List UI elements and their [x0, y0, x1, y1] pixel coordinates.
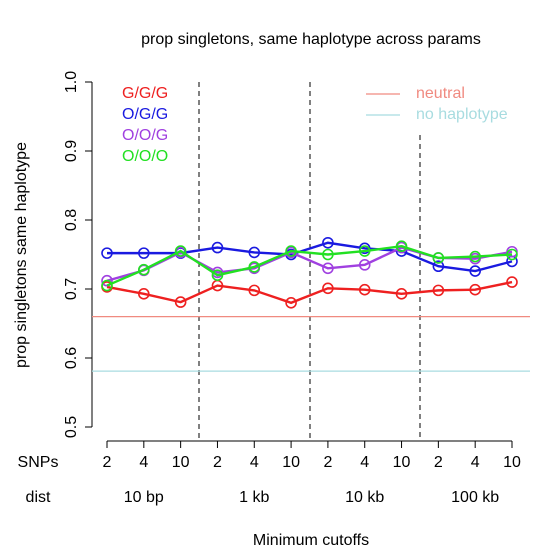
- x-tick-label: 4: [471, 454, 480, 471]
- group-label: 10 kb: [345, 489, 384, 506]
- y-tick-label: 0.8: [63, 209, 80, 231]
- point: [432, 252, 445, 264]
- x-tick-label: 2: [103, 454, 112, 471]
- point: [101, 279, 113, 292]
- point: [322, 248, 334, 261]
- legend-label: neutral: [416, 85, 465, 102]
- legend-label: O/O/O: [122, 148, 168, 165]
- series-line: [106, 244, 513, 287]
- point: [469, 283, 481, 296]
- point: [138, 247, 150, 259]
- legend-label: no haplotype: [416, 106, 508, 123]
- y-tick-label: 1.0: [63, 71, 80, 93]
- legend-label: O/G/G: [122, 106, 168, 123]
- point: [285, 296, 297, 309]
- y-tick-label: 0.7: [63, 278, 80, 300]
- point: [395, 288, 408, 300]
- point: [248, 284, 261, 297]
- x-tick-label: 10: [282, 454, 300, 471]
- x-tick-label: 4: [250, 454, 259, 471]
- point: [469, 250, 481, 263]
- x-tick-label: 4: [139, 454, 148, 471]
- point: [101, 274, 113, 287]
- legend-label: G/G/G: [122, 85, 168, 102]
- x-tick-label: 10: [503, 454, 521, 471]
- point: [322, 282, 334, 295]
- point: [248, 261, 261, 273]
- x-axis-label: Minimum cutoffs: [253, 532, 369, 549]
- y-axis-label: prop singletons same haplotype: [13, 142, 30, 368]
- point: [395, 240, 408, 253]
- point: [174, 296, 187, 308]
- point: [322, 236, 334, 249]
- x-tick-label: 10: [172, 454, 190, 471]
- x-tick-label: 2: [434, 454, 443, 471]
- x-tick-label: 2: [323, 454, 332, 471]
- point: [358, 245, 371, 257]
- group-label: 10 bp: [124, 489, 164, 506]
- point: [358, 283, 371, 296]
- y-tick-label: 0.5: [63, 416, 80, 438]
- point: [211, 269, 224, 282]
- x-tick-label: 10: [393, 454, 411, 471]
- legend-label: O/O/G: [122, 127, 168, 144]
- point: [211, 241, 224, 254]
- point: [101, 247, 113, 259]
- point: [506, 276, 518, 288]
- point: [358, 259, 371, 271]
- point: [469, 265, 481, 277]
- series-line: [106, 280, 513, 305]
- x-tick-label: 2: [213, 454, 222, 471]
- point: [138, 263, 150, 276]
- group-label: 1 kb: [239, 489, 269, 506]
- point: [322, 262, 334, 275]
- row-label: SNPs: [18, 454, 59, 471]
- point: [248, 246, 261, 259]
- point: [174, 245, 187, 257]
- point: [432, 260, 445, 273]
- group-label: 100 kb: [451, 489, 499, 506]
- row-label: dist: [26, 489, 51, 506]
- point: [285, 245, 297, 257]
- y-tick-label: 0.6: [63, 347, 80, 369]
- y-tick-label: 0.9: [63, 140, 80, 162]
- x-tick-label: 4: [360, 454, 369, 471]
- point: [506, 248, 518, 261]
- point: [432, 284, 445, 297]
- point: [138, 288, 150, 300]
- chart-title: prop singletons, same haplotype across p…: [141, 31, 481, 48]
